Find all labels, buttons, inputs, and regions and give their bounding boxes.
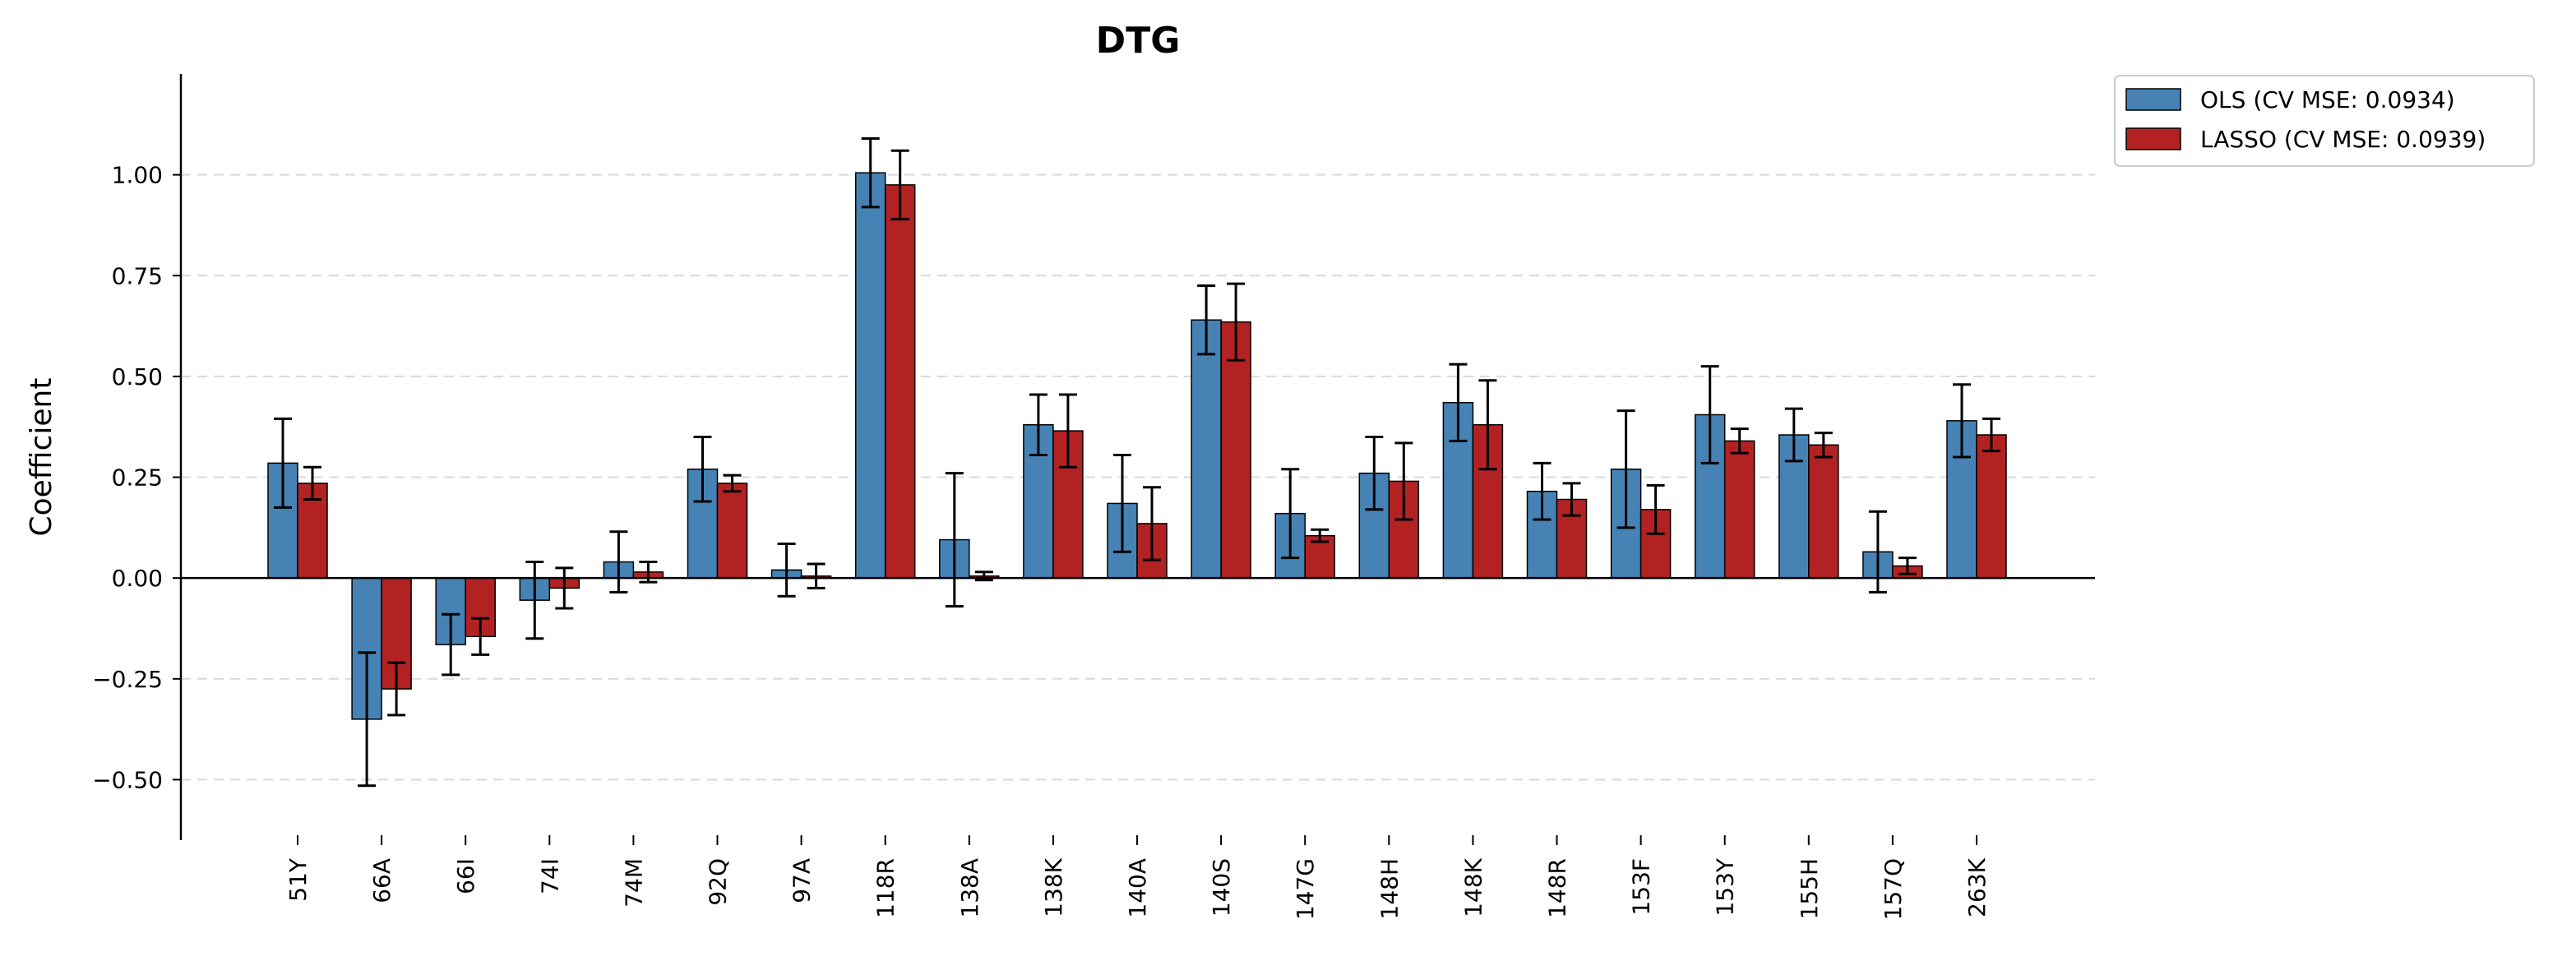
bar-lasso-155H <box>1808 444 1839 579</box>
x-tick-label-92Q: 92Q <box>705 858 732 906</box>
error-bar-lasso-66I <box>471 617 490 656</box>
x-tick-label-74M: 74M <box>620 858 647 908</box>
error-bar-ols-148K <box>1449 363 1468 442</box>
error-bar-ols-140S <box>1197 284 1216 356</box>
error-bar-lasso-140S <box>1227 282 1246 362</box>
y-tick-label: −0.25 <box>92 666 163 693</box>
error-bar-ols-74I <box>525 561 544 640</box>
x-tick-label-97A: 97A <box>789 858 816 903</box>
y-tick-label: 1.00 <box>112 162 163 189</box>
chart-title: DTG <box>1096 20 1181 62</box>
x-tick-label-148H: 148H <box>1376 858 1403 920</box>
x-tick-label-66A: 66A <box>368 858 395 903</box>
error-bar-lasso-138K <box>1058 393 1077 469</box>
y-tick-label: 0.75 <box>112 262 163 289</box>
x-tick-label-140A: 140A <box>1124 858 1151 918</box>
error-bar-ols-97A <box>777 542 796 598</box>
x-tick-label-155H: 155H <box>1796 858 1823 920</box>
x-tick-label-140S: 140S <box>1208 858 1235 917</box>
x-tick-label-153F: 153F <box>1628 858 1655 916</box>
y-tick-label: 0.50 <box>112 363 163 390</box>
x-tick-label-118R: 118R <box>872 858 900 918</box>
legend: OLS (CV MSE: 0.0934) LASSO (CV MSE: 0.09… <box>2114 75 2535 167</box>
error-bar-lasso-140A <box>1143 486 1161 561</box>
x-tick-label-138A: 138A <box>956 858 983 918</box>
error-bar-ols-66I <box>442 612 460 677</box>
error-bar-lasso-92Q <box>723 474 742 493</box>
x-tick-label-148R: 148R <box>1544 858 1571 918</box>
bar-lasso-92Q <box>716 483 748 579</box>
x-tick-label-138K: 138K <box>1040 857 1067 917</box>
error-bar-lasso-66A <box>387 661 406 717</box>
legend-swatch-ols <box>2125 88 2181 111</box>
y-tick-label: 0.25 <box>112 464 163 492</box>
error-bar-lasso-74I <box>555 566 574 610</box>
error-bar-lasso-148H <box>1394 441 1413 521</box>
error-bar-lasso-148R <box>1562 482 1581 517</box>
error-bar-lasso-118R <box>890 149 909 221</box>
error-bar-lasso-153F <box>1646 483 1665 535</box>
error-bar-lasso-147G <box>1311 528 1330 543</box>
x-tick-label-51Y: 51Y <box>284 857 312 902</box>
error-bar-lasso-153Y <box>1730 427 1749 455</box>
error-bar-ols-66A <box>358 651 377 788</box>
y-axis-title: Coefficient <box>25 378 58 537</box>
error-bar-lasso-157Q <box>1898 557 1917 575</box>
error-bar-ols-51Y <box>274 417 292 509</box>
grid-lines <box>181 173 2095 781</box>
x-tick-label-147G: 147G <box>1292 858 1319 920</box>
x-tick-label-74I: 74I <box>536 858 563 894</box>
y-tick-label: 0.00 <box>112 565 163 592</box>
error-bar-ols-140A <box>1113 454 1131 553</box>
bar-lasso-263K <box>1976 434 2007 579</box>
error-bar-ols-74M <box>609 530 628 594</box>
error-bar-ols-155H <box>1784 407 1803 463</box>
bar-lasso-153Y <box>1723 440 1755 579</box>
error-bar-ols-92Q <box>693 435 712 503</box>
error-bars <box>274 136 2000 788</box>
error-bar-lasso-51Y <box>303 465 321 501</box>
error-bar-lasso-155H <box>1814 432 1833 459</box>
legend-label-lasso: LASSO (CV MSE: 0.0939) <box>2200 126 2486 153</box>
bar-lasso-140S <box>1220 321 1251 579</box>
x-tick-label-153Y: 153Y <box>1712 857 1739 916</box>
bar-lasso-118R <box>884 184 916 579</box>
error-bar-lasso-263K <box>1982 417 2000 453</box>
error-bar-ols-153F <box>1616 409 1635 529</box>
axes: −0.50 −0.25 0.00 0.25 0.50 0.75 1.00 51Y 66A 66I 7… <box>92 74 2095 920</box>
error-bar-lasso-97A <box>807 562 826 589</box>
bars <box>267 172 2007 720</box>
y-tick-label: −0.50 <box>92 766 163 793</box>
error-bar-ols-138K <box>1029 393 1048 457</box>
legend-box <box>2114 75 2535 167</box>
error-bar-ols-138A <box>945 472 964 608</box>
error-bar-ols-263K <box>1953 383 1971 459</box>
x-tick-label-148K: 148K <box>1459 857 1487 917</box>
x-tick-label-66I: 66I <box>452 858 479 894</box>
bar-ols-140S <box>1191 319 1222 579</box>
legend-swatch-lasso <box>2125 127 2181 150</box>
error-bar-ols-148R <box>1533 461 1552 521</box>
error-bar-ols-153Y <box>1700 365 1719 464</box>
x-tick-label-157Q: 157Q <box>1880 858 1907 920</box>
error-bar-lasso-148K <box>1478 379 1497 471</box>
bar-ols-118R <box>854 172 886 579</box>
error-bar-ols-148H <box>1365 435 1384 511</box>
error-bar-ols-147G <box>1281 468 1300 560</box>
error-bar-ols-118R <box>861 136 880 209</box>
bar-lasso-51Y <box>297 483 328 579</box>
x-tick-label-263K: 263K <box>1963 857 1991 917</box>
legend-label-ols: OLS (CV MSE: 0.0934) <box>2200 86 2455 113</box>
